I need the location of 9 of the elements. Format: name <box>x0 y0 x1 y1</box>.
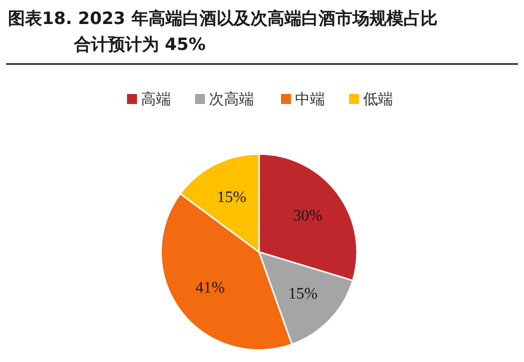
data-label: 15% <box>217 189 246 206</box>
data-label: 41% <box>196 280 225 297</box>
legend-label: 次高端 <box>209 90 254 108</box>
data-label: 30% <box>293 207 322 224</box>
legend-label: 高端 <box>141 90 171 108</box>
legend-label: 低端 <box>363 90 393 108</box>
chart-title: 图表18. 2023 年高端白酒以及次高端白酒市场规模占比合计预计为 45% <box>8 9 438 55</box>
data-label: 15% <box>288 285 318 302</box>
legend-label: 中端 <box>295 90 325 108</box>
